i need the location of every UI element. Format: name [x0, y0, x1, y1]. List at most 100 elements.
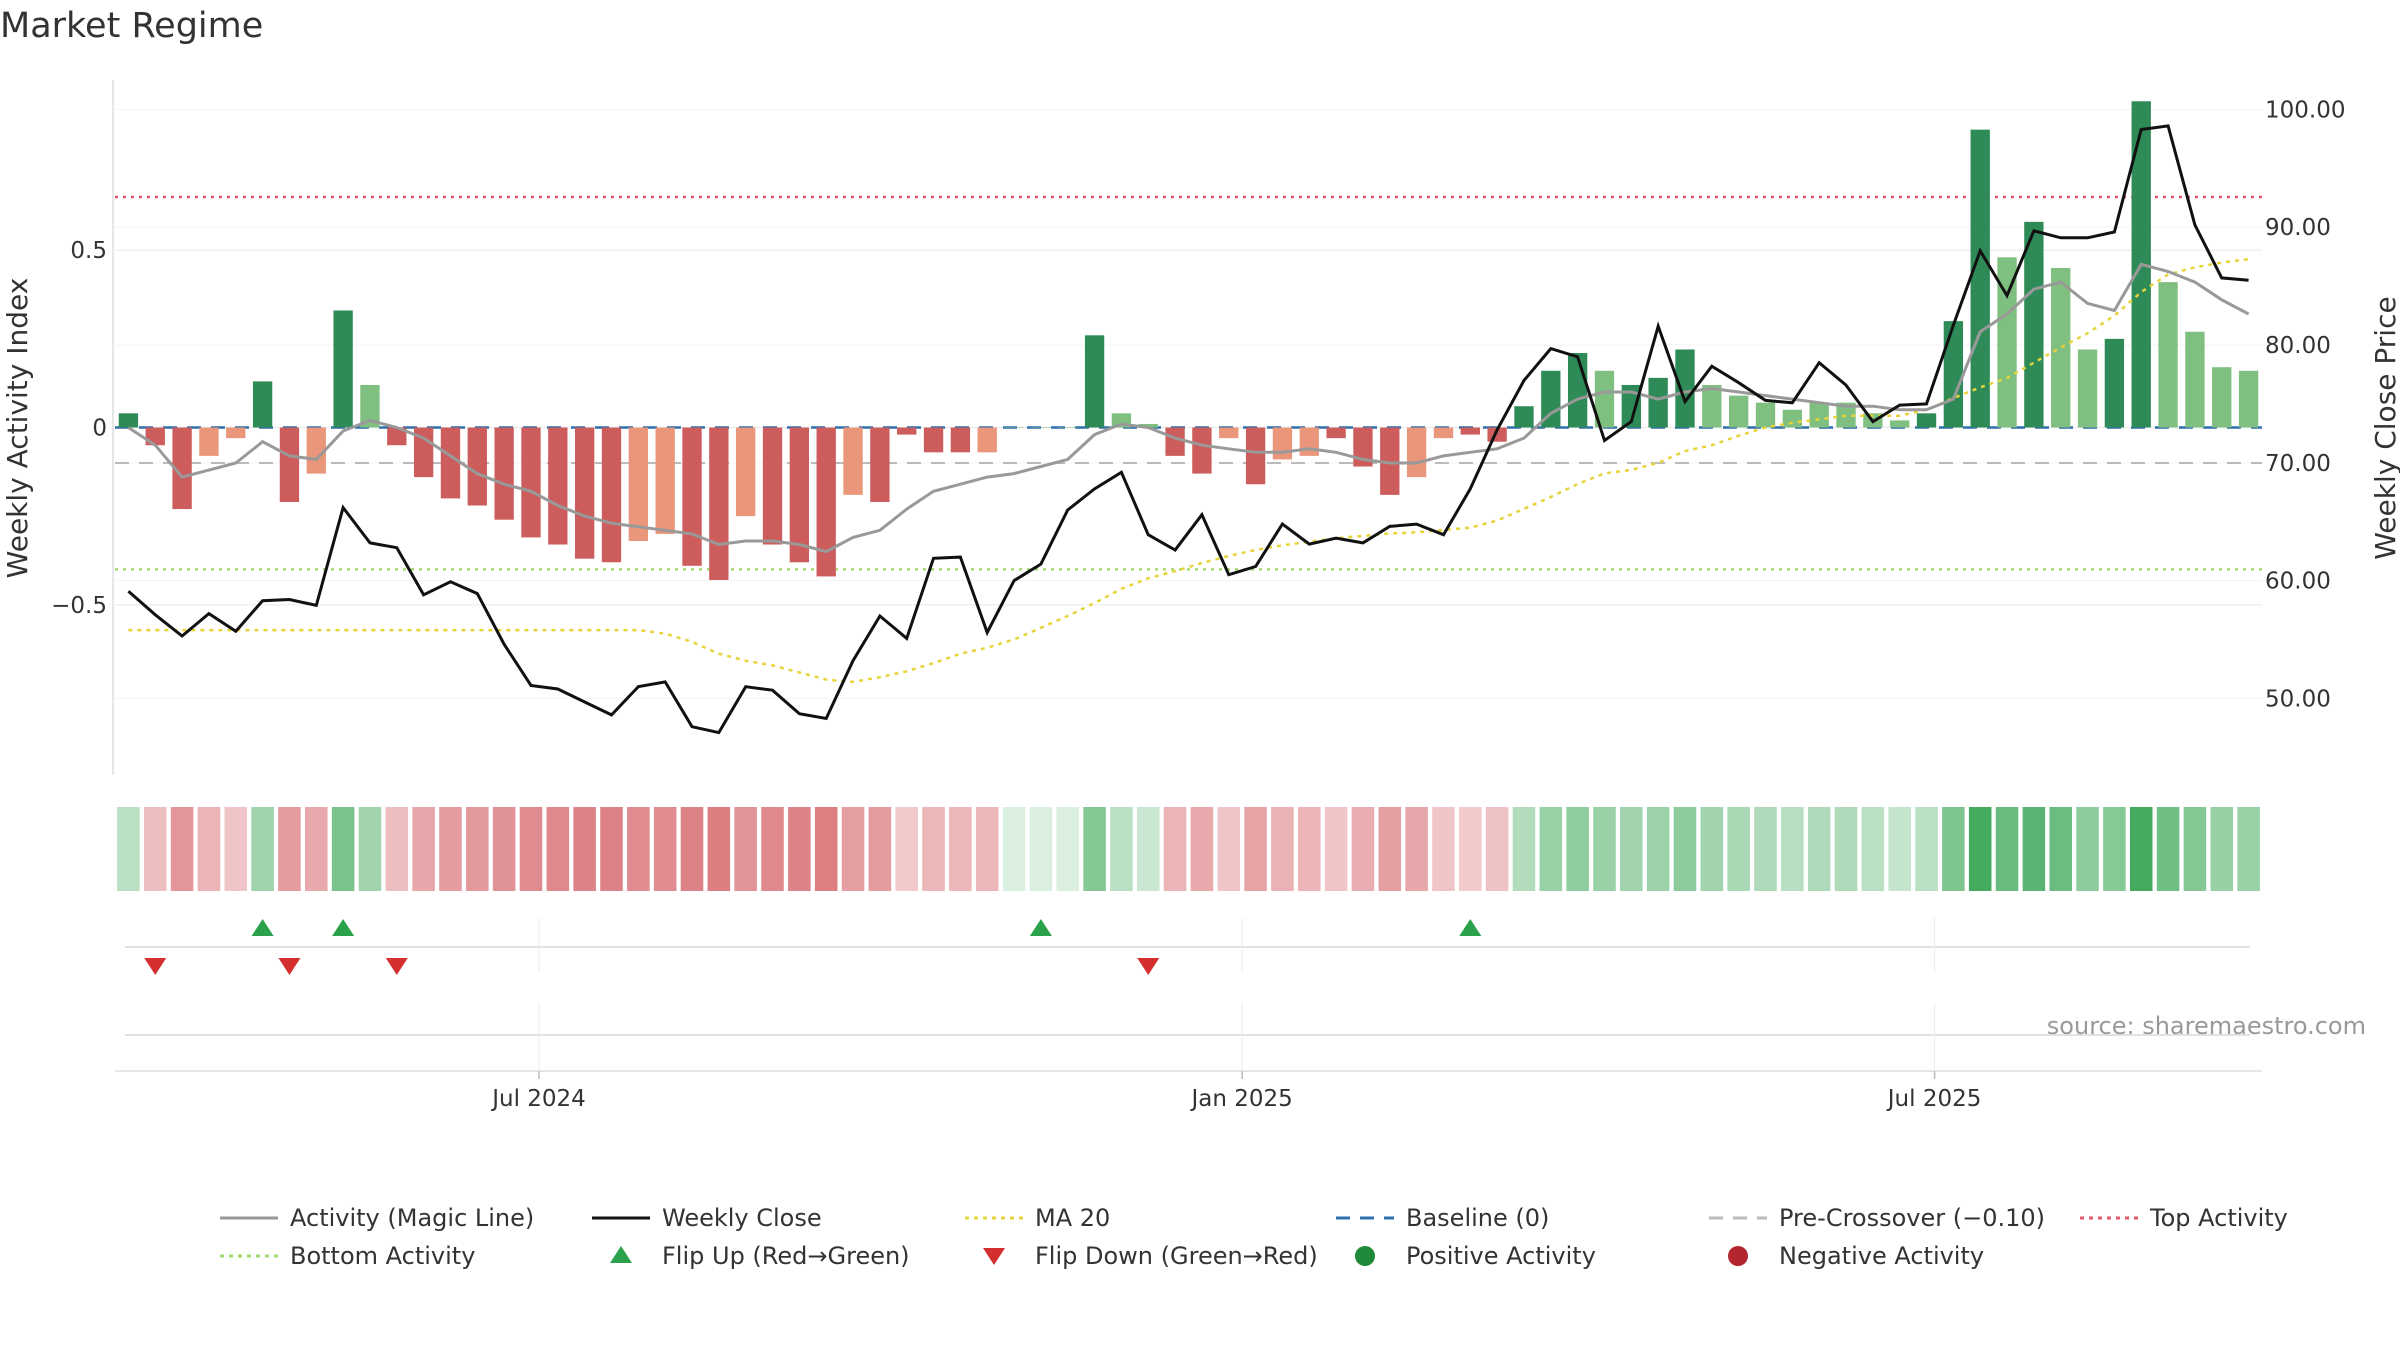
source-note: source: sharemaestro.com	[2047, 1012, 2366, 1040]
right-tick-label: 90.00	[2265, 215, 2331, 241]
x-tick-label: Jul 2024	[490, 1086, 586, 1112]
strength-cell	[1163, 807, 1187, 891]
activity-bar	[574, 427, 595, 559]
activity-bar	[2212, 367, 2232, 428]
activity-bar	[682, 427, 702, 566]
strength-cell	[466, 807, 489, 891]
axes: 0.5 0 −0.5 100.00 90.00 80.00 70.00 60.00 50.00 J…	[51, 80, 2345, 1112]
strength-cell	[1244, 807, 1267, 891]
activity-bar	[628, 427, 648, 541]
strength-cell	[1217, 807, 1241, 891]
activity-bar	[762, 427, 783, 545]
strength-cell	[707, 807, 731, 891]
strength-cell	[2049, 807, 2072, 891]
strength-cell	[492, 807, 516, 891]
strength-cell	[1915, 807, 1938, 891]
activity-bar	[2077, 349, 2098, 428]
strength-cell	[1459, 807, 1482, 891]
activity-bar	[306, 427, 326, 474]
activity-bar	[950, 427, 971, 453]
strength-cell	[1620, 807, 1643, 891]
strength-cell	[2210, 807, 2234, 891]
activity-bar	[2238, 370, 2259, 428]
activity-bar	[2051, 267, 2071, 428]
activity-bar	[521, 427, 541, 538]
strength-cell	[1754, 807, 1777, 891]
legend-item: Weekly Close	[592, 1204, 822, 1232]
activity-bar	[199, 427, 219, 456]
flip-markers-panel	[125, 918, 2250, 975]
strength-cell	[1485, 807, 1509, 891]
strength-cell	[1271, 807, 1294, 891]
strength-cell	[627, 807, 650, 891]
strength-cell	[2022, 807, 2046, 891]
activity-bar	[1326, 427, 1346, 439]
strength-cell	[197, 807, 221, 891]
activity-bar	[2104, 338, 2125, 428]
strength-cell	[1834, 807, 1858, 891]
strength-cell	[1566, 807, 1589, 891]
weekly-close-line	[127, 124, 2249, 735]
strength-cell	[2076, 807, 2099, 891]
activity-bar	[870, 427, 890, 502]
x-tick-label: Jul 2025	[1886, 1086, 1982, 1112]
legend-item: Activity (Magic Line)	[220, 1204, 534, 1232]
strength-cell	[573, 807, 596, 891]
strength-cell	[1700, 807, 1724, 891]
strength-cell	[734, 807, 757, 891]
right-tick-label: 70.00	[2265, 451, 2331, 477]
activity-bar	[1594, 370, 1615, 428]
activity-bar	[977, 427, 997, 453]
strength-cell	[1807, 807, 1831, 891]
activity-bar	[1138, 423, 1158, 428]
legend-label: Weekly Close	[662, 1204, 822, 1232]
x-tick-label: Jan 2025	[1190, 1086, 1293, 1112]
legend-label: Top Activity	[2149, 1204, 2288, 1232]
activity-bar	[816, 427, 836, 577]
flip-down-marker	[278, 958, 301, 975]
strength-cell	[2103, 807, 2126, 891]
left-tick-label: −0.5	[51, 593, 107, 619]
strength-cell	[841, 807, 865, 891]
activity-bar	[1219, 427, 1239, 439]
reference-lines	[115, 195, 2262, 571]
legend-swatch	[610, 1246, 632, 1263]
legend-item: Bottom Activity	[220, 1242, 475, 1270]
strength-cell	[895, 807, 918, 891]
strength-cell	[1056, 807, 1080, 891]
strength-cell	[412, 807, 435, 891]
strength-cell	[1405, 807, 1428, 891]
strength-cell	[170, 807, 194, 891]
strength-cell	[1995, 807, 2019, 891]
activity-bar	[467, 427, 487, 506]
legend-label: MA 20	[1035, 1204, 1110, 1232]
activity-bar	[923, 427, 944, 453]
strength-cell	[251, 807, 274, 891]
strength-cell	[868, 807, 892, 891]
strength-cell	[331, 807, 355, 891]
legend-label: Activity (Magic Line)	[290, 1204, 534, 1232]
right-tick-label: 80.00	[2265, 333, 2331, 359]
activity-bar	[789, 427, 810, 563]
activity-bar	[1567, 353, 1588, 428]
strength-cell	[600, 807, 623, 891]
legend: Activity (Magic Line) Weekly Close MA 20 Ba…	[220, 1204, 2288, 1270]
activity-bar	[1433, 427, 1454, 439]
right-tick-label: 60.00	[2265, 569, 2331, 595]
activity-bar	[172, 427, 192, 510]
strength-cell	[2237, 807, 2260, 891]
activity-bar	[1514, 406, 1534, 428]
ma20-line	[128, 257, 2249, 684]
strength-cell	[1888, 807, 1911, 891]
activity-bar	[2185, 331, 2205, 428]
activity-bar	[1192, 427, 1212, 474]
right-tick-label: 50.00	[2265, 686, 2331, 712]
strength-cell	[143, 807, 167, 891]
left-axis-label: Weekly Activity Index	[1, 278, 34, 579]
series-lines	[127, 124, 2250, 735]
strength-cell	[2129, 807, 2153, 891]
activity-bar	[548, 427, 568, 545]
activity-bar	[1943, 321, 1964, 428]
legend-item: Top Activity	[2080, 1204, 2288, 1232]
legend-item: Baseline (0)	[1336, 1204, 1549, 1232]
